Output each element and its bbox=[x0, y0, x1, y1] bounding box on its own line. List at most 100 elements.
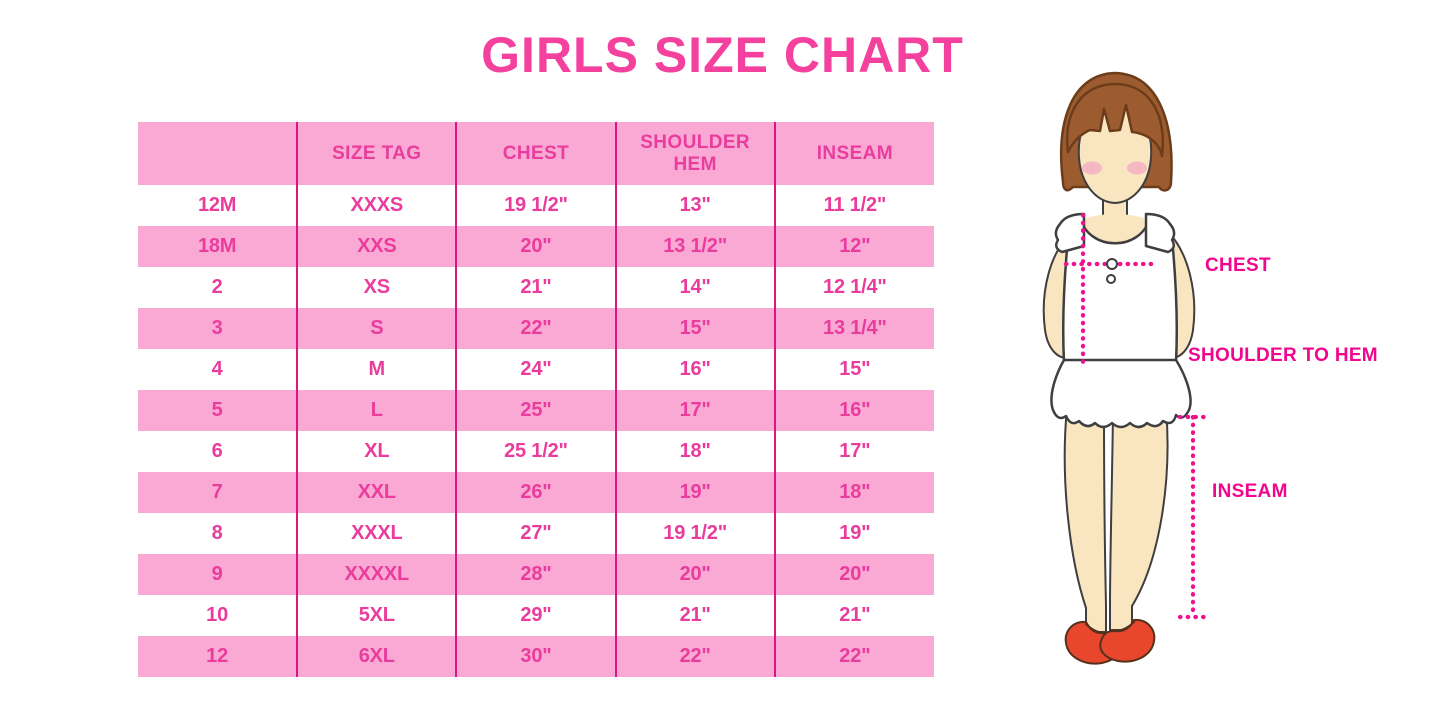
table-cell: 14" bbox=[614, 267, 775, 308]
table-cell: 19 1/2" bbox=[455, 185, 616, 226]
chest-label: CHEST bbox=[1205, 255, 1271, 276]
table-cell: 19" bbox=[614, 472, 775, 513]
size-table-body: 12M XXXS 19 1/2" 13" 11 1/2" 18M XXS 20" 13 1/2"… bbox=[138, 185, 934, 677]
table-cell: 4 bbox=[211, 358, 223, 380]
girl-bangs bbox=[1065, 82, 1165, 158]
girl-blush-left bbox=[1082, 161, 1102, 175]
column-header: INSEAM bbox=[773, 122, 934, 185]
table-cell: 12" bbox=[773, 226, 934, 267]
table-cell: 18" bbox=[773, 472, 934, 513]
column-header bbox=[138, 122, 298, 185]
table-cell: 17" bbox=[614, 390, 775, 431]
table-cell: 22" bbox=[773, 636, 934, 677]
table-cell: 21" bbox=[614, 595, 775, 636]
table-cell: 15" bbox=[773, 349, 934, 390]
table-cell: 20" bbox=[614, 554, 775, 595]
table-row: 7 XXL 26" 19" 18" bbox=[138, 472, 934, 513]
table-cell: 9 bbox=[211, 563, 223, 585]
column-header: SHOULDER HEM bbox=[614, 122, 775, 185]
table-cell: 28" bbox=[455, 554, 616, 595]
table-cell: 8 bbox=[211, 522, 223, 544]
table-row: 5 L 25" 17" 16" bbox=[138, 390, 934, 431]
girl-blush-right bbox=[1127, 161, 1147, 175]
table-cell: XXS bbox=[296, 226, 457, 267]
girl-chest-skin bbox=[1084, 214, 1146, 244]
table-row: 9 XXXXL 28" 20" 20" bbox=[138, 554, 934, 595]
table-cell: 2 bbox=[211, 276, 223, 298]
shoulder-to-hem-label: SHOULDER TO HEM bbox=[1188, 345, 1378, 366]
table-row: 12 6XL 30" 22" 22" bbox=[138, 636, 934, 677]
table-row: 10 5XL 29" 21" 21" bbox=[138, 595, 934, 636]
table-cell: XXL bbox=[296, 472, 457, 513]
table-row: 2 XS 21" 14" 12 1/4" bbox=[138, 267, 934, 308]
table-row: 18M XXS 20" 13 1/2" 12" bbox=[138, 226, 934, 267]
table-cell: 13" bbox=[614, 185, 775, 226]
girl-leg-left bbox=[1063, 406, 1107, 633]
table-cell: XL bbox=[296, 431, 457, 472]
table-cell: 5XL bbox=[296, 595, 457, 636]
girl-top bbox=[1061, 215, 1179, 364]
table-cell: 24" bbox=[455, 349, 616, 390]
size-table-head: SIZE TAG CHEST SHOULDER HEM INSEAM bbox=[138, 122, 934, 185]
table-cell: XS bbox=[296, 267, 457, 308]
table-cell: S bbox=[296, 308, 457, 349]
table-cell: 12 1/4" bbox=[773, 267, 934, 308]
table-cell: 26" bbox=[455, 472, 616, 513]
table-row: 6 XL 25 1/2" 18" 17" bbox=[138, 431, 934, 472]
table-cell: 12M bbox=[197, 194, 237, 216]
table-cell: 29" bbox=[455, 595, 616, 636]
size-table: SIZE TAG CHEST SHOULDER HEM INSEAM 12M XXXS 1… bbox=[138, 122, 934, 677]
table-cell: 25 1/2" bbox=[455, 431, 616, 472]
table-cell: 21" bbox=[773, 595, 934, 636]
page-title: GIRLS SIZE CHART bbox=[481, 27, 964, 83]
table-cell: 18M bbox=[197, 235, 237, 257]
table-cell: 5 bbox=[211, 399, 223, 421]
table-cell: 19" bbox=[773, 513, 934, 554]
table-cell: 27" bbox=[455, 513, 616, 554]
table-cell: 25" bbox=[455, 390, 616, 431]
table-cell: XXXS bbox=[296, 185, 457, 226]
girl-skirt bbox=[1050, 358, 1192, 429]
table-cell: 15" bbox=[614, 308, 775, 349]
table-cell: 6XL bbox=[296, 636, 457, 677]
column-header: SIZE TAG bbox=[296, 122, 457, 185]
girl-illustration: CHEST SHOULDER TO HEM INSEAM bbox=[1042, 71, 1378, 665]
table-cell: 12 bbox=[206, 645, 229, 667]
table-cell: 10 bbox=[206, 604, 229, 626]
table-cell: 13 1/2" bbox=[614, 226, 775, 267]
table-cell: 16" bbox=[773, 390, 934, 431]
column-header: CHEST bbox=[455, 122, 616, 185]
table-header-row: SIZE TAG CHEST SHOULDER HEM INSEAM bbox=[138, 122, 934, 185]
girl-leg-right bbox=[1109, 406, 1169, 631]
table-cell: 3 bbox=[211, 317, 223, 339]
table-row: 12M XXXS 19 1/2" 13" 11 1/2" bbox=[138, 185, 934, 226]
table-cell: 22" bbox=[455, 308, 616, 349]
table-cell: 30" bbox=[455, 636, 616, 677]
table-cell: XXXXL bbox=[296, 554, 457, 595]
table-cell: 17" bbox=[773, 431, 934, 472]
girl-measurement-figure: CHEST SHOULDER TO HEM INSEAM bbox=[1000, 60, 1445, 700]
table-cell: 16" bbox=[614, 349, 775, 390]
girl-top-button-2 bbox=[1106, 274, 1116, 284]
table-cell: 7 bbox=[211, 481, 223, 503]
table-row: 8 XXXL 27" 19 1/2" 19" bbox=[138, 513, 934, 554]
table-cell: 22" bbox=[614, 636, 775, 677]
table-cell: 20" bbox=[773, 554, 934, 595]
inseam-label: INSEAM bbox=[1212, 481, 1288, 502]
girl-top-button-1 bbox=[1106, 258, 1118, 270]
table-cell: 6 bbox=[211, 440, 223, 462]
girl-shoe-right-strap bbox=[1109, 621, 1135, 633]
table-cell: 11 1/2" bbox=[773, 185, 934, 226]
table-cell: XXXL bbox=[296, 513, 457, 554]
table-cell: 21" bbox=[455, 267, 616, 308]
girl-ruffle-right bbox=[1144, 212, 1176, 254]
table-cell: L bbox=[296, 390, 457, 431]
table-row: 4 M 24" 16" 15" bbox=[138, 349, 934, 390]
table-cell: 20" bbox=[455, 226, 616, 267]
table-cell: 19 1/2" bbox=[614, 513, 775, 554]
table-row: 3 S 22" 15" 13 1/4" bbox=[138, 308, 934, 349]
table-cell: M bbox=[296, 349, 457, 390]
table-cell: 18" bbox=[614, 431, 775, 472]
girl-ruffle-left bbox=[1054, 212, 1086, 254]
